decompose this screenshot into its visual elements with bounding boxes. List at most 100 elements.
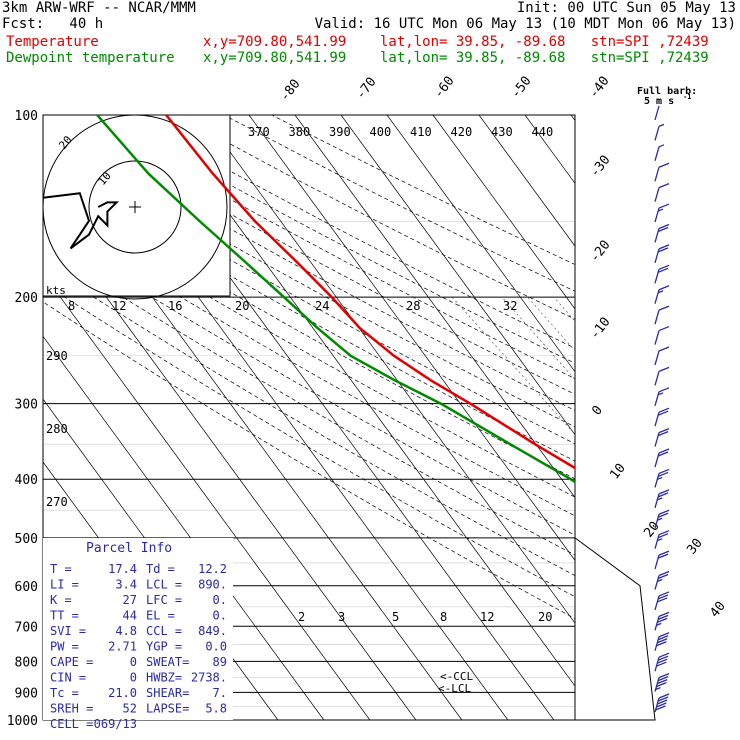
moist-adiabat-line — [671, 297, 740, 720]
pressure-tick-label: 800 — [15, 655, 38, 670]
pressure-tick-label: 500 — [15, 532, 38, 547]
moist-adiabat-line — [451, 296, 575, 436]
hodograph-axis-label: 28 — [406, 299, 420, 313]
wind-barb-staff — [654, 616, 660, 631]
wind-barb — [654, 428, 670, 447]
parcel-value: 849. — [198, 624, 227, 638]
parcel-value: 44 — [123, 609, 137, 623]
parcel-value: 2738. — [191, 671, 227, 685]
parcel-label: CCL = — [146, 624, 182, 638]
wind-barb-flag — [658, 366, 670, 372]
isotherm-tick-label: -40 — [586, 74, 612, 102]
wind-barb — [654, 305, 670, 325]
isotherm-tick-label: -70 — [353, 75, 379, 103]
parcel-value: 0.0 — [205, 640, 227, 654]
wind-barb-half — [656, 578, 663, 583]
dry-adiabat-line — [271, 115, 575, 265]
wind-barb-flag — [657, 492, 669, 498]
parcel-label: LI = — [50, 578, 79, 592]
isotherm-tick-label: -10 — [587, 315, 613, 343]
wind-barb-staff — [654, 309, 660, 325]
theta-e-label: 440 — [532, 125, 554, 139]
parcel-value: 3.4 — [115, 578, 137, 592]
wind-barb-flag — [658, 407, 670, 413]
temperature-field-name: Temperature — [6, 34, 99, 50]
wind-barb-flag — [658, 591, 670, 597]
isotherm-tick-label: 40 — [707, 599, 728, 621]
wind-barb-staff — [654, 595, 660, 611]
wind-barb-flag — [656, 597, 668, 603]
wind-barb-flag — [657, 655, 669, 661]
wind-barb-flag — [655, 705, 666, 711]
wind-barb-flag — [657, 267, 669, 273]
skewt-grid — [43, 115, 740, 720]
pressure-tick-label: 700 — [15, 620, 38, 635]
parcel-value: 890. — [198, 578, 227, 592]
wind-barb — [654, 570, 670, 590]
parcel-label: SVI = — [50, 624, 86, 638]
valid-time: Valid: 16 UTC Mon 06 May 13 (10 MDT Mon … — [314, 16, 736, 32]
wind-barb-half — [658, 123, 665, 128]
parcel-value: 7. — [213, 686, 227, 700]
parcel-label: T = — [50, 562, 72, 576]
wind-barb — [654, 203, 670, 223]
parcel-value: 21.0 — [108, 686, 137, 700]
wind-barb-staff — [654, 656, 660, 672]
parcel-label: SWEAT= — [146, 655, 189, 669]
wind-barb — [654, 366, 670, 386]
wind-barb — [654, 448, 670, 468]
wind-barb-flag — [658, 325, 670, 332]
barb-legend-unit: -1 — [683, 93, 691, 101]
dry-adiabat-line — [43, 164, 575, 462]
wind-barb — [654, 183, 670, 202]
theta-e-label: 420 — [451, 125, 473, 139]
wind-barb-staff — [654, 554, 660, 570]
wind-barb-flag — [658, 570, 670, 577]
dewpoint-field-info: x,y=709.80,541.99 lat,lon= 39.85, -89.68… — [203, 50, 709, 66]
isotherm-line — [478, 115, 575, 247]
wind-barb-flag — [657, 675, 669, 682]
wind-barb — [654, 144, 665, 162]
wind-barb — [654, 123, 665, 141]
wind-barb — [654, 346, 670, 366]
parcel-label: CELL = — [50, 717, 93, 731]
isotherm-line — [617, 115, 740, 720]
barb-legend: Full barb: 5 m s -1 — [637, 86, 697, 107]
wind-barb-staff — [654, 412, 660, 427]
wind-barb-flag — [656, 638, 668, 644]
wind-barb-flag — [658, 285, 670, 291]
wind-barb-flag — [658, 693, 670, 699]
mixing-ratio-label: 5 — [392, 610, 399, 624]
wind-barb-flag — [658, 468, 670, 475]
wind-barb-flag — [657, 451, 669, 457]
hodograph-axis-label: 8 — [68, 299, 75, 313]
wind-barb-staff — [654, 636, 660, 651]
isotherm-line — [248, 115, 575, 561]
parcel-label: YGP = — [146, 640, 182, 654]
wind-barb — [654, 407, 670, 427]
temperature-field-info: x,y=709.80,541.99 lat,lon= 39.85, -89.68… — [203, 34, 709, 50]
wind-barb-flag — [657, 594, 669, 600]
model-title: 3km ARW-WRF -- NCAR/MMM — [2, 0, 196, 16]
isotherm-line — [524, 115, 575, 184]
wind-barb-staff — [654, 146, 660, 162]
dewpoint-line — [96, 115, 575, 484]
forecast-hour: Fcst: 40 h — [2, 16, 104, 32]
wind-barb-flag — [657, 573, 669, 580]
wind-barb-flag — [657, 471, 669, 478]
barb-legend-value: 5 m s — [644, 96, 674, 107]
wind-barb-flag — [657, 533, 669, 539]
dry-adiabat-line — [43, 229, 575, 536]
sounding-curves — [96, 115, 575, 484]
ccl-marker: <-CCL — [440, 670, 473, 683]
pressure-tick-label: 300 — [15, 398, 38, 413]
parcel-label: K = — [50, 593, 72, 607]
wind-barb-staff — [654, 167, 660, 182]
parcel-label: CAPE = — [50, 655, 93, 669]
isotherm-tick-label: -20 — [587, 238, 613, 266]
wind-barb-flag — [658, 672, 670, 679]
parcel-value: 2.71 — [108, 640, 137, 654]
parcel-label: LAPSE= — [146, 702, 189, 716]
chart-header: 3km ARW-WRF -- NCAR/MMM Init: 00 UTC Sun… — [0, 0, 740, 70]
